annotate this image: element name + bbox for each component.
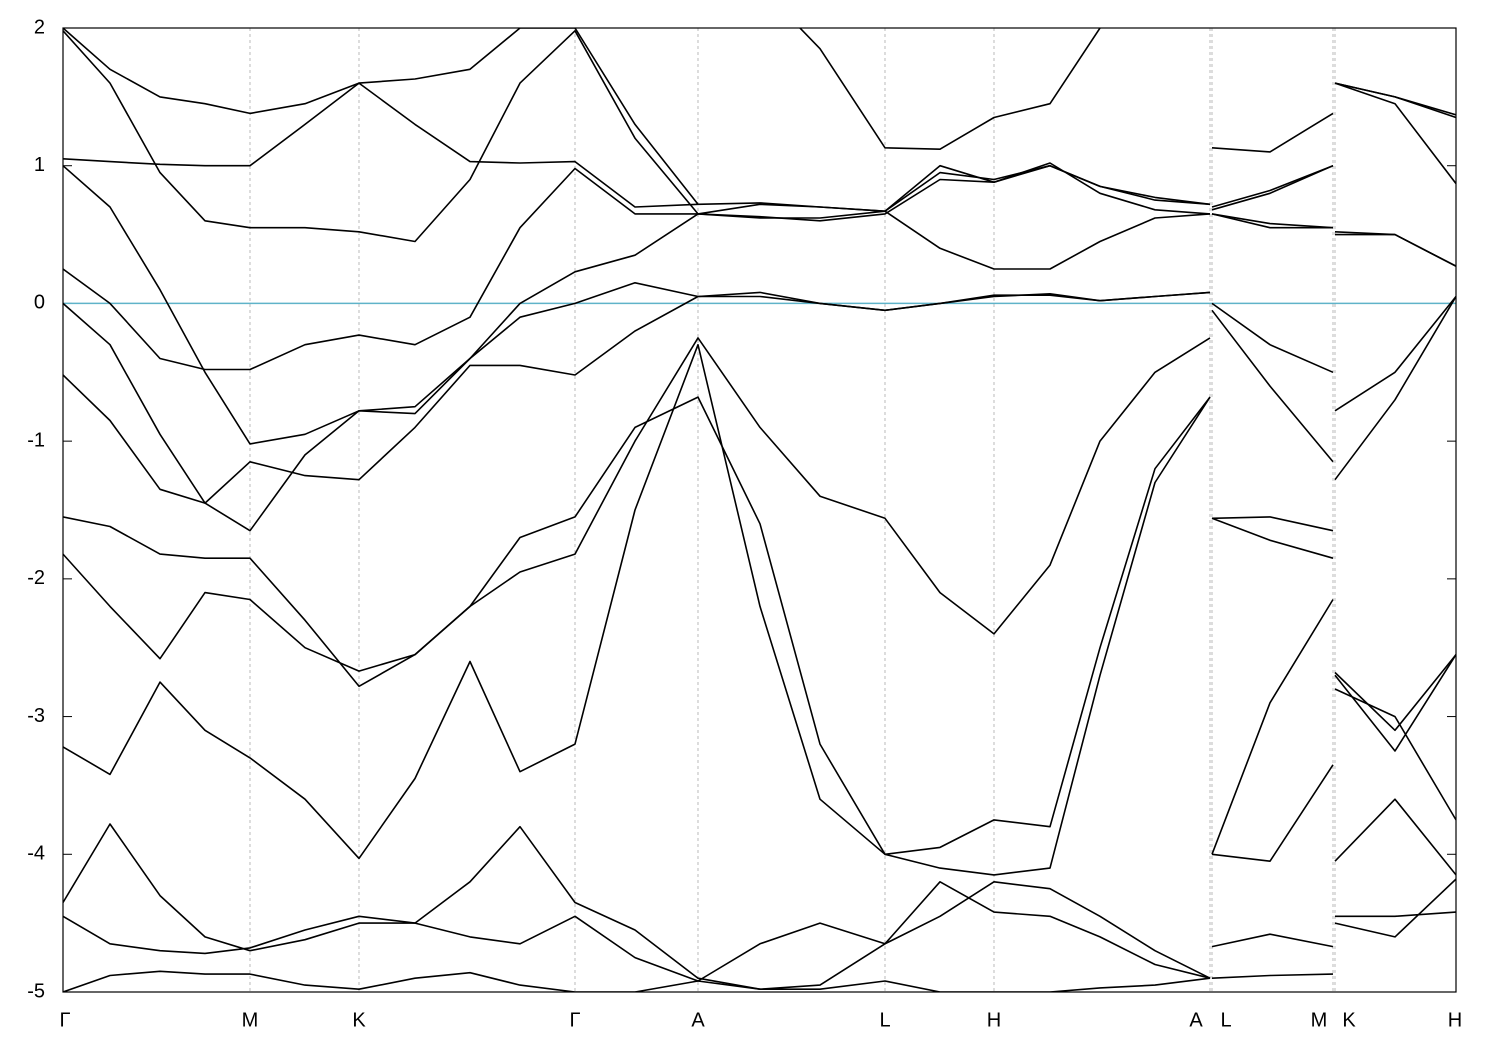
x-tick-label: H [987,1009,1001,1031]
x-tick-label: K [352,1009,366,1031]
plot-frame [62,27,1457,993]
x-tick-label: K [1342,1009,1356,1031]
x-tick-label: M [1311,1009,1328,1031]
band-line [63,337,1456,821]
x-tick-label: A [1189,1009,1203,1031]
x-tick-label: Γ [569,1009,580,1031]
band-line [63,396,1456,856]
band-line [63,764,1456,990]
x-tick-label: L [1220,1009,1231,1031]
band-line [63,291,1456,504]
y-tick-label: -5 [27,980,45,1002]
y-tick-label: 2 [34,16,45,38]
band-line [63,343,1456,876]
x-tick-label: H [1448,1009,1462,1031]
x-tick-label: M [242,1009,259,1031]
y-tick-label: 0 [34,292,45,314]
y-tick-label: -4 [27,843,45,865]
band-line [63,82,1456,445]
y-tick-label: -2 [27,567,45,589]
y-tick-label: -3 [27,705,45,727]
y-tick-label: 1 [34,154,45,176]
band-line [63,282,1456,532]
band-line [63,878,1456,982]
band-line [63,30,1456,267]
y-tick-label: -1 [27,429,45,451]
band-line [63,167,1456,371]
band-line [798,28,1101,150]
x-tick-label: L [879,1009,890,1031]
band-line [63,28,1456,205]
x-tick-label: Γ [59,1009,70,1031]
band-line [63,82,1456,212]
band-line [63,911,1456,992]
x-tick-label: A [691,1009,705,1031]
